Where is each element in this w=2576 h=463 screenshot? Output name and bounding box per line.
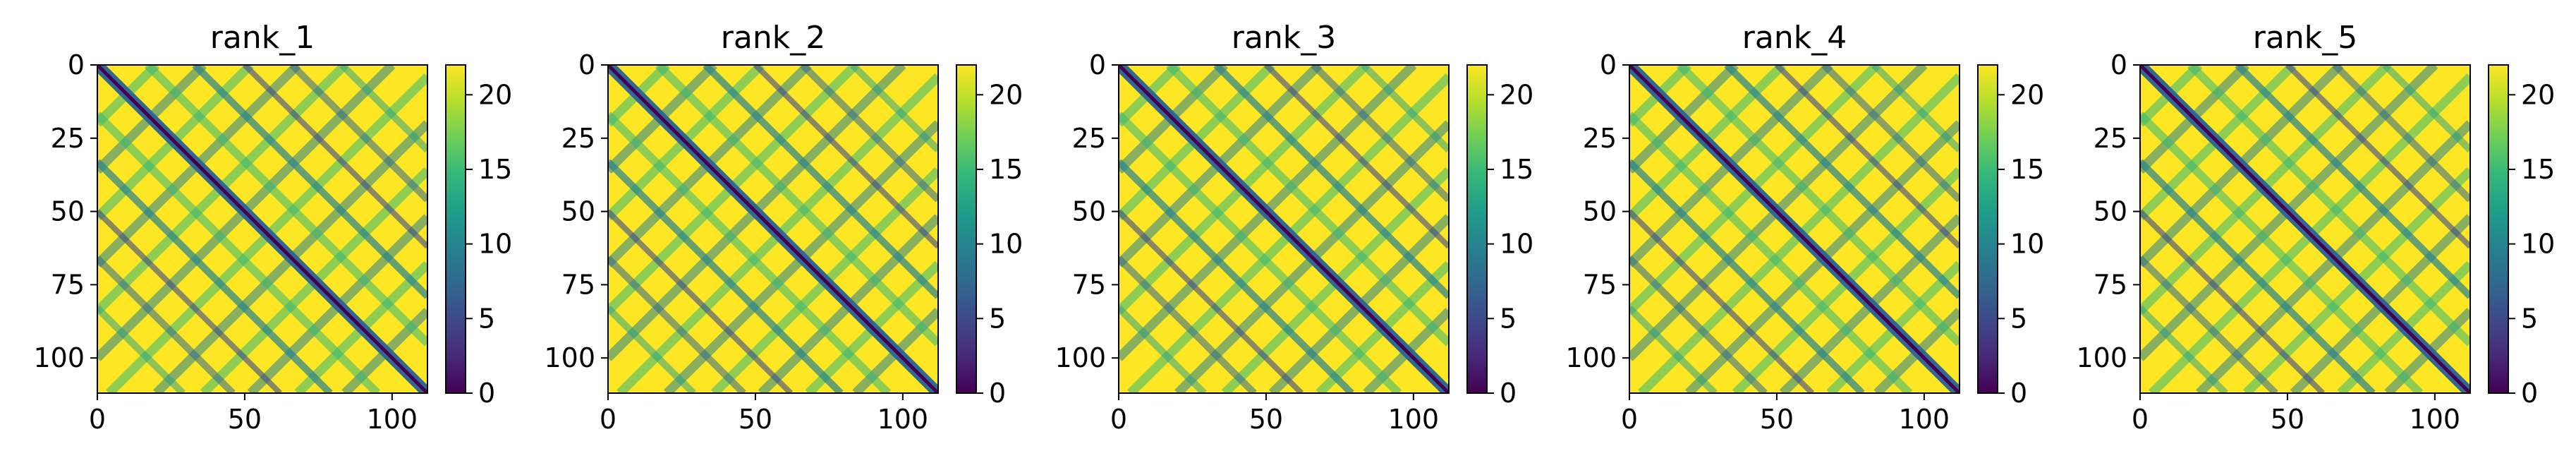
colorbar-tick-label: 15 [989,154,1023,185]
colorbar-tick-label: 15 [478,154,512,185]
subplot-title: rank_5 [2253,20,2357,56]
diagonal [608,65,938,393]
y-tick-label: 25 [2094,123,2127,154]
colorbar-tick-label: 10 [2521,229,2555,260]
x-tick-label: 50 [2271,404,2304,435]
y-tick-label: 100 [2076,342,2127,373]
y-tick-label: 50 [1583,196,1617,227]
y-tick-label: 50 [561,196,595,227]
y-tick-label: 0 [68,49,85,80]
x-tick-label: 100 [1899,404,1950,435]
x-tick-label: 100 [1388,404,1440,435]
y-tick-label: 75 [561,269,595,300]
heatmap-pattern [1629,65,1960,393]
colorbar [956,64,977,394]
x-tick-label: 100 [367,404,418,435]
colorbar [1977,64,1998,394]
colorbar [1466,64,1488,394]
colorbar-tick-label: 10 [2010,229,2044,260]
heatmap-pattern [97,65,427,393]
colorbar-tick-label: 10 [478,229,512,260]
subplot-title: rank_2 [721,20,825,56]
x-tick-label: 0 [89,404,106,435]
x-tick-label: 50 [228,404,262,435]
y-tick-label: 0 [2110,49,2127,80]
axes-frame [1629,64,1960,394]
subplot-title: rank_4 [1742,20,1847,56]
heatmap-pattern [1119,65,1449,393]
colorbar-tick-label: 10 [1500,229,1533,260]
colorbar-tick-label: 0 [989,378,1006,409]
y-tick-label: 0 [1089,49,1106,80]
y-tick-label: 25 [51,123,85,154]
colorbar-tick-label: 20 [2521,79,2555,110]
y-tick-label: 75 [1072,269,1106,300]
colorbar [445,64,466,394]
heatmap-pattern [2140,65,2470,393]
x-tick-label: 0 [1110,404,1127,435]
x-tick-label: 0 [600,404,616,435]
colorbar-tick-label: 10 [989,229,1023,260]
colorbar-tick-label: 20 [1500,79,1533,110]
axes-frame [1118,64,1450,394]
axes-frame [607,64,939,394]
x-tick-label: 50 [1760,404,1794,435]
x-tick-label: 50 [739,404,772,435]
y-tick-label: 0 [578,49,595,80]
colorbar-tick-label: 5 [478,303,495,334]
axes-frame [2139,64,2471,394]
y-tick-label: 100 [1565,342,1617,373]
y-tick-label: 75 [1583,269,1617,300]
heatmap-pattern [608,65,938,393]
colorbar-tick-label: 15 [1500,154,1533,185]
colorbar-tick-label: 20 [2010,79,2044,110]
colorbar-tick-label: 5 [1500,303,1517,334]
y-tick-label: 75 [51,269,85,300]
x-tick-label: 0 [2132,404,2149,435]
colorbar-tick-label: 5 [2521,303,2538,334]
y-tick-label: 25 [1583,123,1617,154]
y-tick-label: 50 [1072,196,1106,227]
x-tick-label: 0 [1621,404,1638,435]
diagonal [1119,65,1449,393]
diagonal [2140,65,2470,393]
colorbar-tick-label: 15 [2521,154,2555,185]
x-tick-label: 100 [2410,404,2461,435]
colorbar-tick-label: 20 [989,79,1023,110]
colorbar-tick-label: 20 [478,79,512,110]
axes-frame [97,64,428,394]
y-tick-label: 50 [2094,196,2127,227]
y-tick-label: 25 [561,123,595,154]
colorbar-tick-label: 5 [989,303,1006,334]
colorbar-tick-label: 0 [1500,378,1517,409]
colorbar-tick-label: 0 [478,378,495,409]
x-tick-label: 100 [877,404,929,435]
colorbar-tick-label: 0 [2010,378,2027,409]
y-tick-label: 0 [1600,49,1617,80]
colorbar-tick-label: 0 [2521,378,2538,409]
colorbar-tick-label: 15 [2010,154,2044,185]
colorbar [2488,64,2509,394]
y-tick-label: 100 [33,342,85,373]
subplot-title: rank_1 [210,20,315,56]
diagonal [1629,65,1960,393]
diagonal [97,65,427,393]
subplot-title: rank_3 [1232,20,1336,56]
x-tick-label: 50 [1249,404,1283,435]
y-tick-label: 25 [1072,123,1106,154]
y-tick-label: 100 [1055,342,1106,373]
colorbar-tick-label: 5 [2010,303,2027,334]
y-tick-label: 75 [2094,269,2127,300]
y-tick-label: 50 [51,196,85,227]
y-tick-label: 100 [544,342,595,373]
